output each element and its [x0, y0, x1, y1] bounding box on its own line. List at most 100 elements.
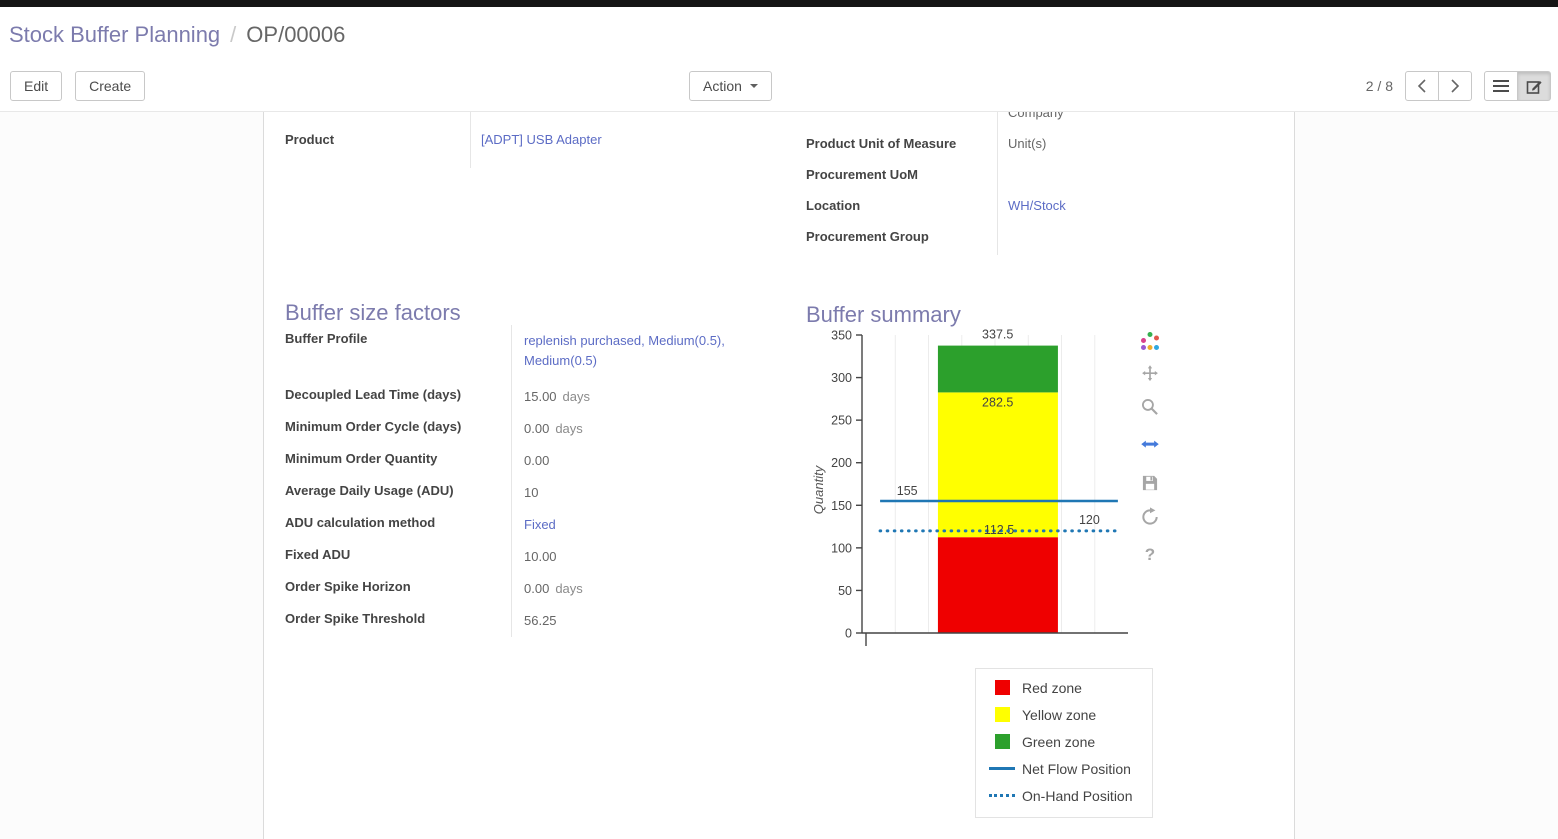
field-row-fixed-adu: Fixed ADU 10.00: [285, 541, 777, 573]
action-dropdown-button[interactable]: Action: [689, 71, 772, 101]
product-uom-label: Product Unit of Measure: [806, 136, 957, 151]
list-icon: [1493, 80, 1509, 92]
legend-label: On-Hand Position: [1022, 787, 1133, 804]
legend-item-net-flow[interactable]: Net Flow Position: [986, 755, 1152, 782]
field-row-spike-threshold: Order Spike Threshold 56.25: [285, 605, 777, 637]
y-tick-label: 50: [838, 584, 852, 598]
legend-label: Net Flow Position: [1022, 760, 1131, 777]
fixed-adu-value: 10.00: [524, 549, 557, 564]
spike-threshold-label: Order Spike Threshold: [285, 611, 426, 626]
y-tick-label: 300: [831, 371, 852, 385]
breadcrumb: Stock Buffer Planning / OP/00006: [0, 7, 1558, 62]
form-edit-icon: [1526, 80, 1542, 94]
buffer-factors-title: Buffer size factors: [285, 300, 461, 326]
chart-annotation: 112.5: [984, 523, 1014, 537]
breadcrumb-current: OP/00006: [246, 21, 346, 47]
pager-previous-button[interactable]: [1405, 71, 1439, 101]
buffer-zones-bar: [937, 345, 1058, 633]
breadcrumb-parent-link[interactable]: Stock Buffer Planning: [9, 21, 221, 47]
right-field-group: Company Product Unit of Measure Unit(s) …: [806, 112, 1274, 255]
chart-legend: Red zone Yellow zone Green zone Net Flow…: [975, 668, 1153, 818]
y-tick-label: 150: [831, 499, 852, 513]
legend-item-green-zone[interactable]: Green zone: [986, 728, 1152, 755]
legend-item-yellow-zone[interactable]: Yellow zone: [986, 701, 1152, 728]
fixed-adu-label: Fixed ADU: [285, 547, 351, 562]
y-axis-title: Quantity: [811, 464, 826, 514]
net-flow-line-swatch: [989, 767, 1015, 770]
yellow-zone-swatch: [994, 707, 1010, 722]
yellow-zone-bar: [937, 392, 1058, 538]
field-row-min-order-cycle: Minimum Order Cycle (days) 0.00 days: [285, 413, 777, 445]
on-hand-line-swatch: [989, 794, 1015, 797]
save-icon[interactable]: [1140, 473, 1160, 493]
dlt-suffix: days: [562, 389, 591, 404]
buffer-summary-title: Buffer summary: [806, 302, 961, 328]
help-icon[interactable]: ?: [1144, 545, 1156, 564]
location-value-link[interactable]: WH/Stock: [1008, 198, 1066, 213]
field-row-adu: Average Daily Usage (ADU) 10: [285, 477, 777, 509]
field-row-product: Product [ADPT] USB Adapter: [285, 112, 777, 168]
field-row-dlt: Decoupled Lead Time (days) 15.00 days: [285, 381, 777, 413]
procurement-group-value: [997, 224, 1274, 255]
form-sheet: Product [ADPT] USB Adapter Company Produ…: [263, 112, 1295, 839]
buffer-profile-value-link[interactable]: replenish purchased, Medium(0.5), Medium…: [524, 333, 725, 368]
zoom-icon[interactable]: [1140, 397, 1160, 417]
legend-label: Yellow zone: [1022, 706, 1097, 723]
reset-axes-icon[interactable]: [1140, 507, 1160, 527]
pager-and-views: 2 / 8: [1366, 71, 1551, 101]
field-row-clipped: Company: [806, 112, 1274, 131]
field-row-buffer-profile: Buffer Profile replenish purchased, Medi…: [285, 325, 777, 381]
chart-annotation: 120: [1079, 513, 1100, 527]
green-zone-swatch: [994, 734, 1010, 749]
green-zone-bar: [937, 345, 1058, 393]
legend-item-on-hand[interactable]: On-Hand Position: [986, 782, 1152, 809]
chevron-left-icon: [1417, 79, 1426, 93]
spike-threshold-value: 56.25: [524, 613, 557, 628]
legend-label: Green zone: [1022, 733, 1096, 750]
procurement-group-label: Procurement Group: [806, 229, 929, 244]
chart-axes: [861, 335, 1128, 646]
list-view-button[interactable]: [1484, 71, 1518, 101]
field-row-procurement-uom: Procurement UoM: [806, 162, 1274, 193]
edit-button[interactable]: Edit: [10, 71, 63, 101]
control-panel: Edit Create Action 2 / 8: [0, 62, 1558, 112]
field-row-spike-horizon: Order Spike Horizon 0.00 days: [285, 573, 777, 605]
y-tick-label: 0: [845, 627, 852, 641]
plotly-logo-icon[interactable]: [1139, 330, 1161, 352]
buffer-summary-chart-area: 0 50 100 150 200 250 300 350 337.5 282.5 155 112.5…: [810, 325, 1162, 662]
chart-modebar: ?: [1136, 330, 1164, 565]
y-tick-label: 250: [831, 414, 852, 428]
buffer-profile-label: Buffer Profile: [285, 331, 368, 346]
chart-annotation: 282.5: [982, 396, 1013, 410]
y-tick-label: 350: [831, 329, 852, 343]
product-value-link[interactable]: [ADPT] USB Adapter: [481, 132, 602, 147]
adu-method-value-link[interactable]: Fixed: [524, 517, 556, 532]
top-navbar: [0, 0, 1558, 7]
procurement-uom-label: Procurement UoM: [806, 167, 918, 182]
buffer-summary-chart[interactable]: 0 50 100 150 200 250 300 350 337.5 282.5 155 112.5…: [810, 325, 1162, 657]
location-label: Location: [806, 198, 861, 213]
min-order-qty-value: 0.00: [524, 453, 550, 468]
clipped-top-value: Company: [997, 112, 1274, 131]
breadcrumb-separator: /: [230, 21, 237, 47]
y-tick-label: 200: [831, 456, 852, 470]
action-area: Action: [689, 71, 772, 101]
spike-horizon-label: Order Spike Horizon: [285, 579, 411, 594]
pager-next-button[interactable]: [1438, 71, 1472, 101]
action-label: Action: [703, 78, 742, 94]
legend-item-red-zone[interactable]: Red zone: [986, 674, 1152, 701]
legend-label: Red zone: [1022, 679, 1082, 696]
min-order-cycle-value: 0.00: [524, 421, 550, 436]
red-zone-swatch: [994, 680, 1010, 695]
pan-icon[interactable]: [1140, 364, 1160, 384]
create-button[interactable]: Create: [75, 71, 146, 101]
min-order-qty-label: Minimum Order Quantity: [285, 451, 438, 466]
red-zone-bar: [937, 537, 1058, 633]
form-view-button[interactable]: [1517, 71, 1551, 101]
buffer-factors-group: Buffer Profile replenish purchased, Medi…: [285, 325, 777, 637]
autoscale-icon[interactable]: [1140, 435, 1160, 455]
dlt-label: Decoupled Lead Time (days): [285, 387, 462, 402]
pager-value[interactable]: 2 / 8: [1365, 78, 1393, 94]
field-row-adu-method: ADU calculation method Fixed: [285, 509, 777, 541]
pager-buttons: [1405, 71, 1472, 101]
